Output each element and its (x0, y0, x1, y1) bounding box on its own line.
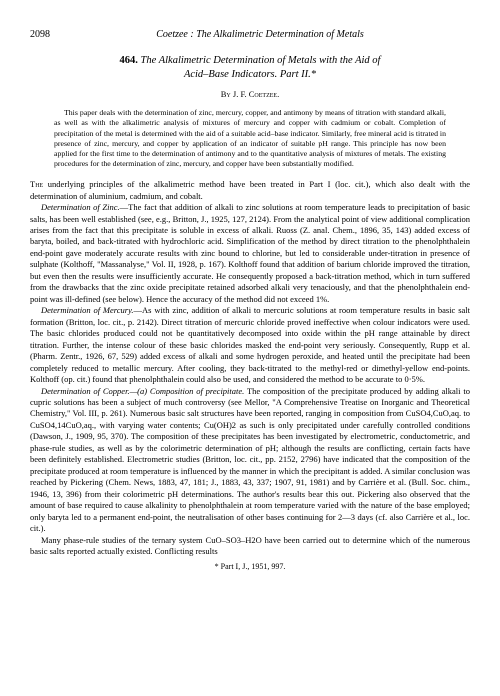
para2-heading: Determination of Zinc. (41, 202, 120, 212)
para1-dropword: The (30, 179, 43, 189)
para3-heading: Determination of Mercury. (41, 305, 134, 315)
article-title: 464. The Alkalimetric Determination of M… (30, 54, 470, 83)
footnote: * Part I, J., 1951, 997. (30, 562, 470, 573)
paragraph-1: The underlying principles of the alkalim… (30, 179, 470, 202)
page-number: 2098 (30, 28, 50, 42)
para3-text: —As with zinc, addition of alkali to mer… (30, 305, 470, 384)
title-line-2: Acid–Base Indicators. Part II.* (184, 69, 316, 80)
para4-heading: Determination of Copper. (41, 386, 130, 396)
paragraph-4: Determination of Copper.—(a) Composition… (30, 386, 470, 535)
body-text: The underlying principles of the alkalim… (30, 179, 470, 557)
paragraph-5: Many phase-rule studies of the ternary s… (30, 535, 470, 558)
paragraph-3: Determination of Mercury.—As with zinc, … (30, 305, 470, 385)
para1-rest: underlying principles of the alkalimetri… (30, 179, 470, 200)
para2-text: —The fact that addition of alkali to zin… (30, 202, 470, 304)
author-name: J. F. Coetzee. (233, 89, 279, 99)
para4-text: The composition of the precipitate produ… (30, 386, 470, 534)
para4-subhead: —(a) Composition of precipitate. (130, 386, 245, 396)
running-title: Coetzee : The Alkalimetric Determination… (50, 28, 470, 42)
paragraph-2: Determination of Zinc.—The fact that add… (30, 202, 470, 305)
page-header: 2098 Coetzee : The Alkalimetric Determin… (30, 28, 470, 42)
abstract-text: This paper deals with the determination … (54, 108, 446, 169)
article-author: By J. F. Coetzee. (30, 89, 470, 100)
article-number: 464. (120, 55, 138, 66)
abstract-block: This paper deals with the determination … (54, 108, 446, 169)
author-prefix: By (221, 89, 233, 99)
title-line-1: The Alkalimetric Determination of Metals… (141, 55, 381, 66)
